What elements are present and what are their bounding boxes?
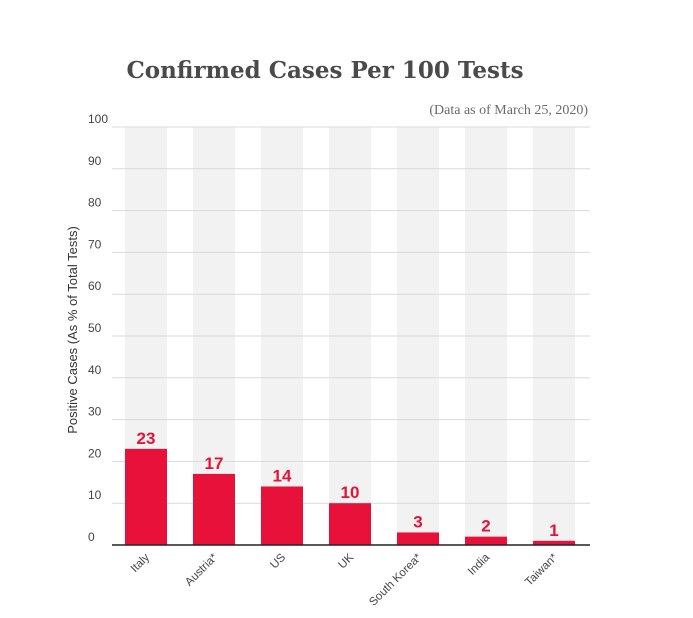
data-label: 10 <box>341 483 360 502</box>
category-label: US <box>268 551 288 571</box>
data-label: 14 <box>273 466 292 485</box>
bar <box>465 536 507 545</box>
y-tick-label: 20 <box>88 446 102 460</box>
bar <box>397 532 439 545</box>
y-tick-label: 0 <box>88 530 95 544</box>
bar <box>533 540 575 545</box>
category-label: Italy <box>129 551 153 575</box>
data-label: 23 <box>137 429 156 448</box>
bar <box>261 486 303 545</box>
category-label: Taiwan* <box>523 551 560 588</box>
chart-title: Confirmed Cases Per 100 Tests <box>126 57 523 84</box>
y-tick-label: 60 <box>88 279 102 293</box>
data-label: 1 <box>549 521 558 540</box>
category-label: India <box>466 551 493 578</box>
data-label: 3 <box>413 512 422 531</box>
bar <box>125 448 167 545</box>
y-tick-label: 100 <box>88 112 108 126</box>
data-label: 17 <box>205 454 224 473</box>
y-tick-label: 10 <box>88 488 102 502</box>
category-label: South Korea* <box>367 551 424 608</box>
category-labels: Italy Austria* US UK South Korea* India Taiwan… <box>129 551 561 608</box>
bar <box>329 503 371 545</box>
y-tick-label: 90 <box>88 154 102 168</box>
y-tick-label: 30 <box>88 405 102 419</box>
y-axis-label: Positive Cases (As % of Total Tests) <box>65 226 80 434</box>
y-tick-label: 40 <box>88 363 102 377</box>
chart-subtitle: (Data as of March 25, 2020) <box>429 103 588 118</box>
category-label: UK <box>336 551 356 571</box>
data-label: 2 <box>481 517 490 536</box>
bar <box>193 473 235 545</box>
y-tick-label: 80 <box>88 196 102 210</box>
y-axis-ticks: 0 10 20 30 40 50 60 70 80 90 100 <box>88 112 108 544</box>
category-label: Austria* <box>183 551 220 588</box>
data-labels: 23 17 14 10 3 2 1 <box>137 429 559 540</box>
y-tick-label: 70 <box>88 237 102 251</box>
y-tick-label: 50 <box>88 321 102 335</box>
bars <box>125 448 575 545</box>
